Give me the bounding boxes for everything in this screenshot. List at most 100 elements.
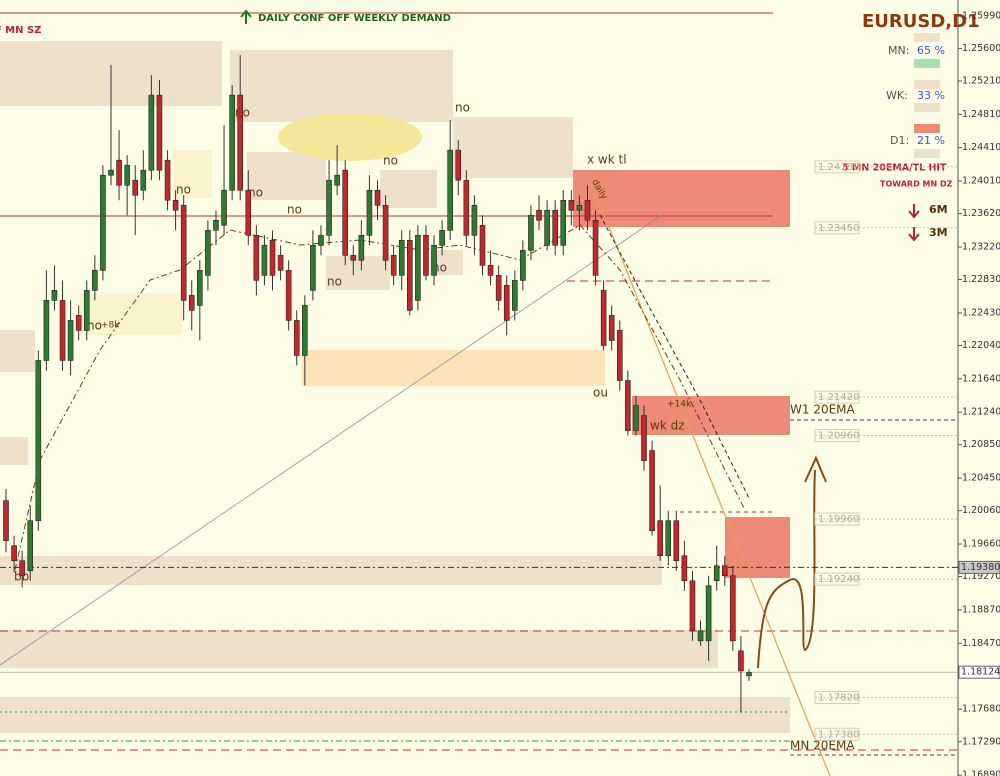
candle-body <box>108 169 114 176</box>
level-label: 1.19960 <box>818 514 859 525</box>
level-label: 1.24180 <box>818 162 859 173</box>
candle-body <box>11 545 17 562</box>
level-box <box>814 512 860 526</box>
y-tick-label: 1.18870 <box>962 604 1000 615</box>
annotation: ou <box>593 386 608 400</box>
candle-body <box>495 275 502 301</box>
price-box <box>958 665 1000 679</box>
candle-body <box>310 245 316 291</box>
candle-body <box>479 224 486 266</box>
candle-body <box>172 199 179 211</box>
header-note: DAILY CONF OFF WEEKLY DEMAND <box>258 13 451 24</box>
candle-body <box>164 159 171 201</box>
candle-body <box>285 270 292 321</box>
candle-body <box>600 290 607 346</box>
candle-body <box>205 229 211 276</box>
price-label: 1.19380 <box>961 562 1000 573</box>
candle-body <box>746 672 752 677</box>
up-arrow <box>240 9 252 24</box>
candle-body <box>124 164 130 186</box>
level-box <box>814 429 860 443</box>
candle-body <box>326 179 332 236</box>
annotation: bb <box>14 570 29 584</box>
annotation: W1 20EMA <box>790 403 856 417</box>
annotation: no <box>287 203 302 217</box>
y-tick-label: 1.24010 <box>962 176 1000 187</box>
candle-body <box>721 565 728 577</box>
panel-note: 5 MN 20EMA/TL HIT <box>842 163 947 174</box>
candle-body <box>382 204 389 261</box>
panel-value: 33 % <box>917 89 945 102</box>
candle-body <box>197 270 203 306</box>
candle-body <box>100 174 106 271</box>
candle-body <box>140 169 147 191</box>
candle-body <box>51 290 58 301</box>
symbol-title: EURUSD,D1 <box>862 11 980 32</box>
candle-body <box>43 300 50 361</box>
annotation: no <box>327 275 342 289</box>
y-tick-label: 1.22430 <box>962 307 1000 318</box>
candle-body <box>568 199 575 211</box>
candle-body <box>592 219 599 276</box>
candle-body <box>366 189 373 236</box>
candle-body <box>641 415 647 461</box>
y-tick-label: 1.23620 <box>962 208 1000 219</box>
y-tick-label: 1.20450 <box>962 473 1000 484</box>
candle-body <box>415 235 421 301</box>
level-label: 1.19240 <box>818 574 859 585</box>
candle-body <box>269 240 276 276</box>
candle-body <box>229 94 235 191</box>
candle-body <box>552 209 558 246</box>
annotation: no <box>87 319 102 333</box>
level-box <box>814 572 860 586</box>
y-tick-label: 1.22830 <box>962 274 1000 285</box>
candle-body <box>511 280 518 311</box>
candle-body <box>213 219 219 231</box>
annotation: MN 20EMA <box>790 739 855 753</box>
candle-body <box>318 235 324 246</box>
candle-body <box>67 320 74 361</box>
candle-body <box>665 520 672 557</box>
y-tick-label: 1.21640 <box>962 373 1000 384</box>
candle-body <box>302 305 308 356</box>
candle-body <box>503 285 510 321</box>
candle-body <box>681 555 688 582</box>
annotation: no <box>455 101 470 115</box>
candle-body <box>697 630 704 642</box>
candle-body <box>261 245 268 276</box>
y-tick-label: 1.20850 <box>962 439 1000 450</box>
panel-label: WK: <box>886 89 908 102</box>
annotation: +14k <box>667 400 692 410</box>
candle-body <box>358 235 365 261</box>
candle-body <box>59 300 66 361</box>
candle-body <box>334 174 340 186</box>
panel-value: 21 % <box>917 134 945 147</box>
candle-body <box>245 189 252 236</box>
candle-body <box>455 149 462 181</box>
candle-body <box>705 585 712 642</box>
level-label: 1.17820 <box>818 693 859 704</box>
y-tick-label: 1.22040 <box>962 340 1000 351</box>
candle-body <box>560 199 567 246</box>
y-tick-label: 1.18470 <box>962 638 1000 649</box>
y-tick-label: 1.21240 <box>962 407 1000 418</box>
level-box <box>814 160 860 174</box>
candle-body <box>576 204 583 211</box>
panel-note: TOWARD MN DZ <box>880 180 953 189</box>
candle-body <box>738 650 744 672</box>
annotation: no <box>248 186 263 200</box>
y-tick-label: 1.17290 <box>962 736 1000 747</box>
y-tick-label: 1.23220 <box>962 241 1000 252</box>
candle-body <box>689 580 696 632</box>
candle-body <box>713 565 720 582</box>
candle-body <box>188 295 195 311</box>
candle-body <box>75 315 82 331</box>
candle-body <box>536 209 542 221</box>
candle-body <box>625 380 631 431</box>
level-label: 1.17380 <box>818 729 859 740</box>
annotation: +8k <box>101 321 120 331</box>
corner-note: FF MN SZ <box>0 25 41 36</box>
annotation: no <box>383 154 398 168</box>
target: 6M <box>929 203 948 216</box>
y-tick-label: 1.25210 <box>962 75 1000 86</box>
